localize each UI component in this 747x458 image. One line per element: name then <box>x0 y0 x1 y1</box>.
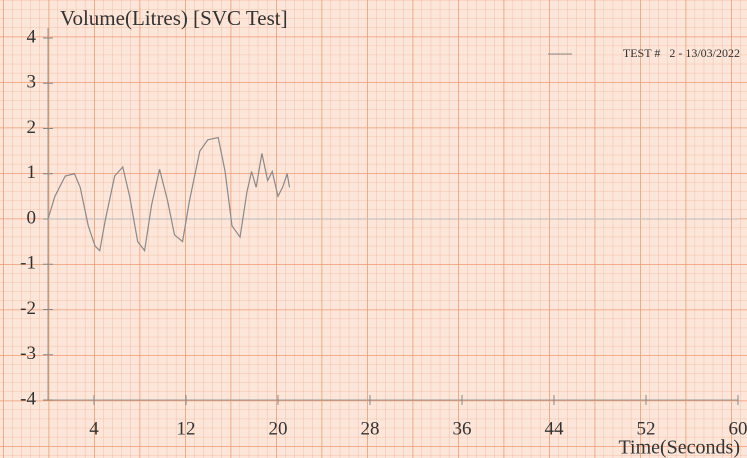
x-tick-label: 44 <box>545 418 565 439</box>
x-tick-label: 12 <box>177 418 196 439</box>
y-tick-label: -1 <box>20 253 36 274</box>
y-tick-label: 2 <box>27 117 37 138</box>
y-tick-label: 4 <box>27 26 37 47</box>
y-tick-label: -4 <box>20 388 36 409</box>
y-tick-label: -3 <box>20 343 36 364</box>
x-tick-label: 28 <box>361 418 380 439</box>
y-tick-label: 1 <box>27 162 37 183</box>
x-tick-label: 36 <box>453 418 472 439</box>
y-tick-label: 3 <box>27 72 37 93</box>
legend-label: TEST # 2 - 13/03/2022 <box>623 46 740 60</box>
y-tick-label: 0 <box>27 207 37 228</box>
chart-title: Volume(Litres) [SVC Test] <box>60 6 288 30</box>
x-tick-label: 20 <box>269 418 288 439</box>
data-line <box>47 136 291 253</box>
x-axis-label: Time(Seconds) <box>619 437 740 458</box>
x-tick-label: 60 <box>729 418 747 439</box>
y-tick-label: -2 <box>20 298 36 319</box>
x-tick-label: 4 <box>89 418 99 439</box>
x-tick-label: 52 <box>637 418 656 439</box>
